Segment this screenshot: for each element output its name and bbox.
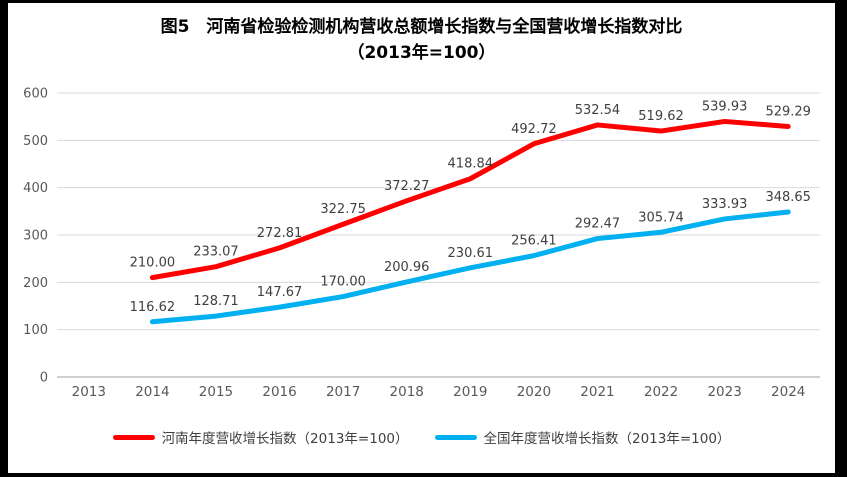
data-label: 529.29	[765, 104, 811, 119]
x-tick-label: 2023	[707, 384, 741, 400]
data-label: 305.74	[638, 210, 684, 225]
data-label: 492.72	[511, 122, 557, 137]
x-tick-label: 2014	[135, 384, 169, 400]
data-label: 348.65	[765, 190, 811, 205]
chart-title: 图5 河南省检验检测机构营收总额增长指数与全国营收增长指数对比 （2013年=1…	[8, 15, 835, 66]
x-tick-label: 2016	[262, 384, 296, 400]
series-line-1	[149, 209, 791, 325]
x-tick-label: 2022	[644, 384, 678, 400]
data-label: 147.67	[257, 285, 303, 300]
data-label: 200.96	[384, 260, 430, 275]
chart-title-line2: （2013年=100）	[347, 42, 496, 63]
data-label: 233.07	[193, 245, 239, 260]
data-label: 539.93	[702, 99, 748, 114]
x-tick-label: 2017	[326, 384, 360, 400]
data-label: 116.62	[130, 300, 176, 315]
legend-label-national: 全国年度营收增长指数（2013年=100）	[483, 431, 731, 447]
data-label: 230.61	[448, 246, 494, 261]
data-label: 519.62	[638, 109, 684, 124]
y-tick-label: 200	[23, 276, 48, 291]
series-line-0	[149, 118, 791, 281]
data-label: 272.81	[257, 226, 303, 241]
data-label: 292.47	[575, 217, 621, 232]
x-tick-label: 2015	[199, 384, 233, 400]
y-tick-label: 400	[23, 181, 48, 196]
x-tick-label: 2019	[453, 384, 487, 400]
legend-line-national	[434, 434, 477, 440]
y-tick-label: 100	[23, 323, 48, 338]
x-tick-label: 2018	[390, 384, 424, 400]
line-chart-plot: 0 100 200 300 400 500 600 2013 2014 2015 2016 2017 2…	[23, 87, 820, 400]
data-label: 372.27	[384, 179, 430, 194]
y-tick-label: 500	[23, 134, 48, 149]
data-label: 333.93	[702, 197, 748, 212]
y-tick-label: 600	[23, 87, 48, 102]
chart-title-line1: 图5 河南省检验检测机构营收总额增长指数与全国营收增长指数对比	[160, 17, 683, 37]
y-tick-label: 300	[23, 229, 48, 244]
data-label: 322.75	[320, 202, 366, 217]
data-label: 256.41	[511, 234, 557, 249]
x-tick-label: 2013	[72, 384, 106, 400]
x-tick-label: 2024	[771, 384, 805, 400]
data-label: 128.71	[193, 294, 239, 309]
data-label: 532.54	[575, 103, 621, 118]
chart-legend: 河南年度营收增长指数（2013年=100） 全国年度营收增长指数（2013年=1…	[8, 427, 835, 447]
legend-item-henan: 河南年度营收增长指数（2013年=100）	[112, 427, 409, 447]
legend-line-henan	[112, 434, 155, 440]
x-tick-label: 2020	[517, 384, 551, 400]
data-label: 210.00	[130, 256, 176, 271]
x-tick-label: 2021	[580, 384, 614, 400]
legend-label-henan: 河南年度营收增长指数（2013年=100）	[161, 431, 409, 447]
legend-item-national: 全国年度营收增长指数（2013年=100）	[434, 427, 731, 447]
data-label: 418.84	[448, 157, 494, 172]
data-label: 170.00	[320, 275, 366, 290]
y-tick-label: 0	[40, 371, 48, 386]
